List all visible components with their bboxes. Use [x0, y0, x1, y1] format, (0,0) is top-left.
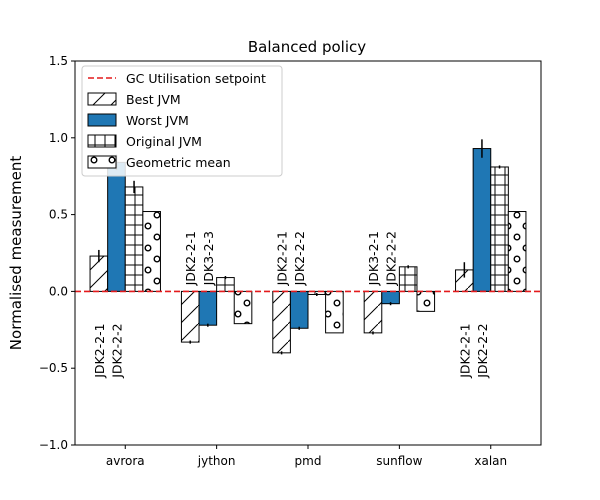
x-tick-label: xalan: [474, 454, 507, 468]
legend: GC Utilisation setpoint Best JVM Worst JVM…: [81, 65, 283, 177]
annotation-label: JDK2-2-2: [475, 323, 490, 378]
legend-swatch-original-jvm: [87, 134, 117, 148]
y-tick-label: 0.5: [49, 208, 68, 222]
annotation-label: JDK2-2-1: [92, 323, 107, 378]
legend-frame: [81, 65, 283, 177]
bar-sunflow-best-jvm: [363, 290, 383, 334]
bar-xalan-original-jvm: [490, 166, 509, 292]
annotation-label: JDK3-2-1: [366, 231, 381, 286]
y-tick-label: 1.0: [49, 131, 68, 145]
bar-jython-best-jvm: [180, 290, 200, 343]
x-tick-label: pmd: [295, 454, 322, 468]
annotation-label: JDK3-2-3: [201, 231, 216, 286]
y-tick-label: −0.5: [39, 361, 68, 375]
x-tick-label: jython: [197, 454, 236, 468]
legend-swatch-worst-jvm: [87, 113, 117, 127]
bar-avrora-original-jvm: [124, 186, 144, 292]
legend-swatch-best-jvm: [87, 92, 117, 106]
bar-xalan-geometric-mean: [507, 211, 527, 292]
bar-avrora-worst-jvm: [107, 161, 126, 292]
annotation-label: JDK2-2-1: [457, 323, 472, 378]
bar-xalan-worst-jvm: [472, 148, 492, 292]
y-tick-label: −1.0: [39, 438, 68, 452]
x-tick-label: avrora: [106, 454, 145, 468]
x-tick-label: sunflow: [376, 454, 422, 468]
y-tick-label: 0.0: [49, 284, 68, 298]
y-tick-label: 1.5: [49, 54, 68, 68]
legend-label: Geometric mean: [126, 155, 231, 170]
annotation-label: JDK2-2-2: [384, 231, 399, 286]
y-axis-label: Normalised measurement: [7, 156, 25, 351]
legend-label: Best JVM: [126, 92, 181, 107]
legend-label: Worst JVM: [126, 113, 189, 128]
legend-label: Original JVM: [126, 134, 202, 149]
annotation-label: JDK2-2-2: [292, 231, 307, 286]
annotation-label: JDK2-2-1: [183, 231, 198, 286]
legend-label: GC Utilisation setpoint: [126, 71, 266, 86]
bar-sunflow-worst-jvm: [381, 290, 400, 305]
bar-pmd-geometric-mean: [325, 290, 344, 334]
bar-avrora-geometric-mean: [142, 211, 161, 292]
bar-pmd-worst-jvm: [289, 290, 309, 329]
legend-swatch-geometric-mean: [87, 155, 117, 169]
annotation-label: JDK2-2-1: [275, 231, 290, 286]
annotation-label: JDK2-2-2: [109, 323, 124, 378]
bar-pmd-best-jvm: [272, 290, 291, 354]
bar-jython-geometric-mean: [233, 290, 253, 325]
bar-jython-worst-jvm: [198, 290, 218, 326]
bar-sunflow-geometric-mean: [416, 290, 436, 312]
bar-sunflow-original-jvm: [398, 266, 418, 292]
chart-title: Balanced policy: [248, 38, 366, 56]
bar-jython-original-jvm: [216, 277, 235, 292]
